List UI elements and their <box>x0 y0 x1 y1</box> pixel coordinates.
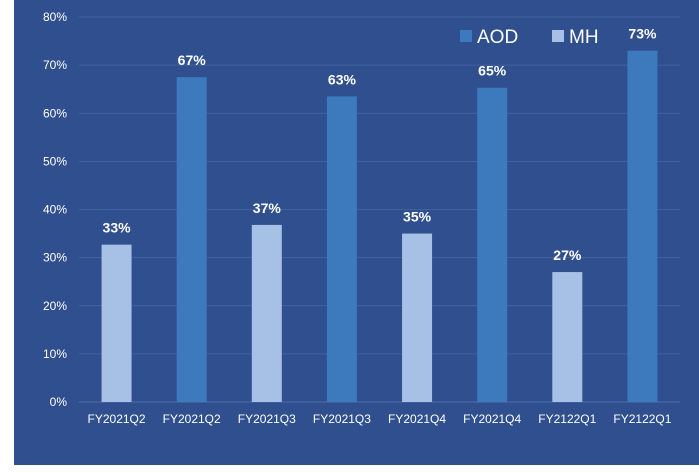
y-tick-label: 0% <box>50 395 68 409</box>
legend-swatch-aod <box>460 30 472 42</box>
bars <box>101 50 658 403</box>
y-tick-label: 30% <box>43 251 67 265</box>
data-label: 33% <box>103 220 132 236</box>
y-tick-label: 80% <box>43 10 67 24</box>
x-axis-ticks: FY2021Q2 FY2021Q2 FY2021Q3 FY2021Q3 FY2021Q4… <box>88 412 672 426</box>
y-tick-label: 70% <box>43 58 67 72</box>
data-label: 65% <box>478 63 507 79</box>
y-axis-ticks: 0% 10% 20% 30% 40% 50% 60% 70% 80% <box>43 10 67 409</box>
x-tick-label: FY2021Q4 <box>388 412 446 426</box>
bar-aod <box>326 96 357 402</box>
x-tick-label: FY2021Q4 <box>463 412 521 426</box>
data-label: 35% <box>403 209 432 225</box>
bar-mh <box>402 233 433 402</box>
data-labels: 67% 63% 65% 73% 33% 37% 35% 27% <box>103 26 657 263</box>
bar-mh <box>251 224 282 402</box>
bar-aod <box>176 77 207 402</box>
x-tick-label: FY2021Q3 <box>238 412 296 426</box>
data-label: 63% <box>328 71 357 87</box>
y-tick-label: 60% <box>43 106 67 120</box>
bar-aod <box>627 50 658 402</box>
bar-aod <box>477 87 508 403</box>
data-label: 67% <box>178 52 207 68</box>
x-tick-label: FY2021Q2 <box>163 412 221 426</box>
x-tick-label: FY2122Q1 <box>538 412 596 426</box>
x-tick-label: FY2021Q2 <box>88 412 146 426</box>
data-label: 73% <box>628 26 657 42</box>
x-tick-label: FY2021Q3 <box>313 412 371 426</box>
x-tick-label: FY2122Q1 <box>613 412 671 426</box>
legend: AOD MH <box>460 27 599 48</box>
legend-label-mh: MH <box>569 27 599 48</box>
y-tick-label: 40% <box>43 203 67 217</box>
y-tick-label: 10% <box>43 347 67 361</box>
y-tick-label: 20% <box>43 299 67 313</box>
y-tick-label: 50% <box>43 154 67 168</box>
gridlines <box>79 16 680 403</box>
legend-label-aod: AOD <box>477 27 518 48</box>
data-label: 37% <box>253 200 282 216</box>
data-label: 27% <box>553 247 582 263</box>
bar-mh <box>552 272 583 402</box>
legend-swatch-mh <box>552 30 564 42</box>
bar-mh <box>101 244 132 402</box>
